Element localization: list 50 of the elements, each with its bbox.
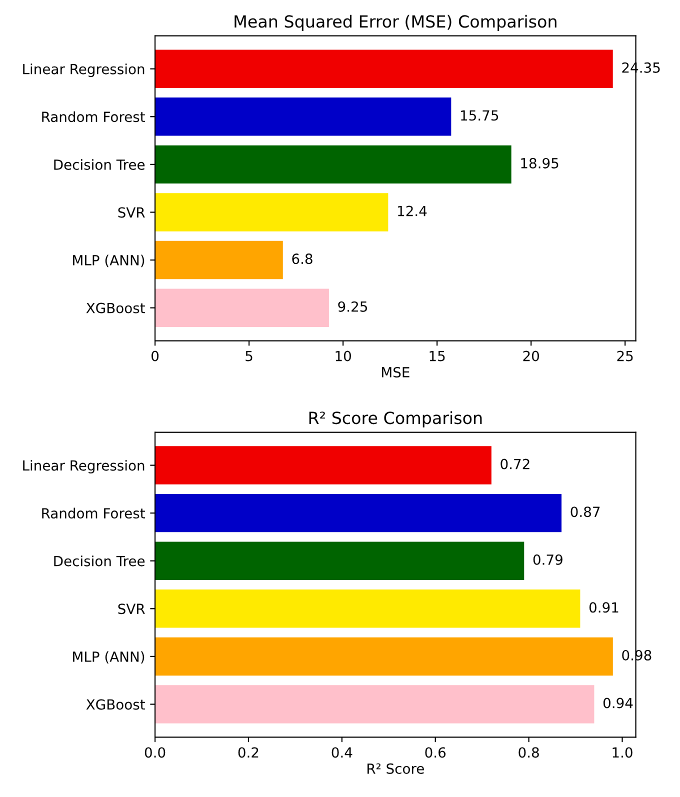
y-tick-label: MLP (ANN) — [73, 254, 144, 268]
bar — [155, 288, 329, 327]
y-tick-label: SVR — [118, 604, 145, 614]
data-label: 6.8 — [292, 254, 312, 264]
bar — [155, 240, 283, 280]
y-tick-label: Decision Tree — [54, 159, 145, 170]
data-label: 9.25 — [338, 301, 367, 312]
bar — [155, 98, 452, 136]
bar — [155, 542, 524, 580]
y-tick-label: XGBoost — [86, 302, 145, 314]
data-label: 0.87 — [570, 506, 600, 518]
y-tick-label: Linear Regression — [23, 64, 144, 78]
x-tick-label: 0.8 — [518, 747, 539, 758]
x-tick-label: 1.0 — [612, 747, 632, 758]
bar — [155, 685, 594, 724]
x-tick-label: 0.6 — [425, 747, 446, 758]
x-tick-label: 0.2 — [238, 747, 258, 758]
x-tick-label: 10 — [336, 350, 351, 362]
y-tick-label: Random Forest — [42, 111, 145, 122]
x-tick-label: 25 — [617, 350, 633, 362]
x-tick-label: 0.4 — [332, 747, 352, 758]
y-tick-label: Linear Regression — [23, 460, 144, 474]
x-tick-label: 0.0 — [144, 747, 166, 758]
bar — [155, 50, 613, 88]
bar — [155, 590, 580, 628]
chart-title: Mean Squared Error (MSE) Comparison — [234, 14, 556, 31]
bar — [155, 193, 388, 232]
data-label: 15.75 — [461, 110, 498, 121]
x-tick-label: 20 — [523, 350, 539, 362]
data-label: 18.95 — [521, 158, 558, 168]
x-tick-label: 15 — [430, 350, 445, 362]
y-tick-label: Decision Tree — [54, 556, 145, 566]
x-axis-title: MSE — [382, 366, 410, 378]
bar — [155, 145, 512, 184]
x-axis-title: R² Score — [368, 763, 424, 774]
bar — [155, 494, 562, 532]
bar — [155, 637, 613, 676]
bar — [155, 446, 492, 484]
data-label: 0.79 — [533, 554, 562, 565]
x-tick-label: 0 — [152, 350, 159, 362]
data-label: 0.91 — [589, 602, 618, 613]
y-tick-label: SVR — [118, 207, 145, 218]
y-tick-label: XGBoost — [86, 699, 145, 710]
data-label: 0.72 — [500, 458, 530, 470]
y-tick-label: MLP (ANN) — [73, 651, 144, 664]
x-tick-label: 5 — [246, 350, 252, 362]
data-label: 0.94 — [603, 698, 633, 708]
y-tick-label: Random Forest — [42, 508, 145, 519]
data-label: 12.4 — [398, 206, 427, 216]
chart-title: R² Score Comparison — [309, 411, 482, 428]
